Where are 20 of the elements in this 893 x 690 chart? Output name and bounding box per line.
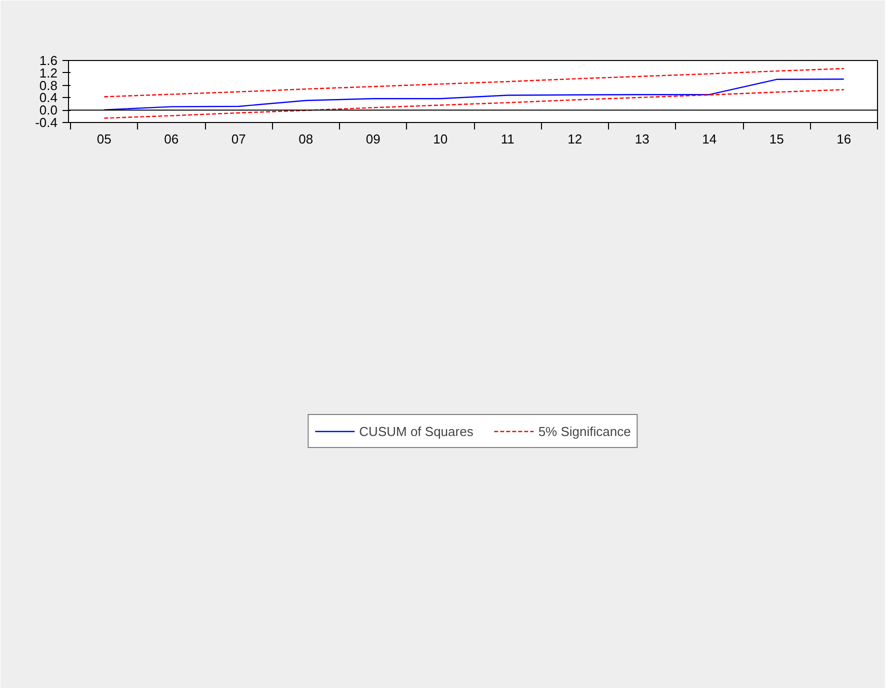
- x-tick-label: 15: [769, 132, 784, 146]
- y-tick-label: 1.6: [39, 53, 58, 68]
- x-tick-label: 07: [231, 132, 246, 146]
- x-tick-label: 05: [96, 132, 112, 146]
- y-tick-label: 0.8: [39, 78, 58, 93]
- legend-label: CUSUM of Squares: [359, 424, 474, 438]
- y-tick-label: 0.0: [39, 102, 58, 118]
- x-tick-label: 12: [568, 132, 582, 146]
- x-tick-label: 11: [500, 132, 514, 146]
- x-tick-label: 16: [836, 132, 852, 146]
- x-tick-label: 13: [634, 132, 650, 146]
- y-tick-label: -0.4: [35, 115, 58, 130]
- x-tick-label: 09: [366, 132, 380, 146]
- legend-label: 5% Significance: [538, 424, 631, 438]
- x-tick-label: 06: [164, 132, 179, 146]
- y-tick-label: 0.4: [39, 90, 58, 106]
- x-tick-label: 14: [702, 132, 717, 146]
- y-tick-label: 1.2: [39, 65, 58, 80]
- x-tick-label: 08: [298, 132, 314, 146]
- x-tick-label: 10: [433, 132, 448, 146]
